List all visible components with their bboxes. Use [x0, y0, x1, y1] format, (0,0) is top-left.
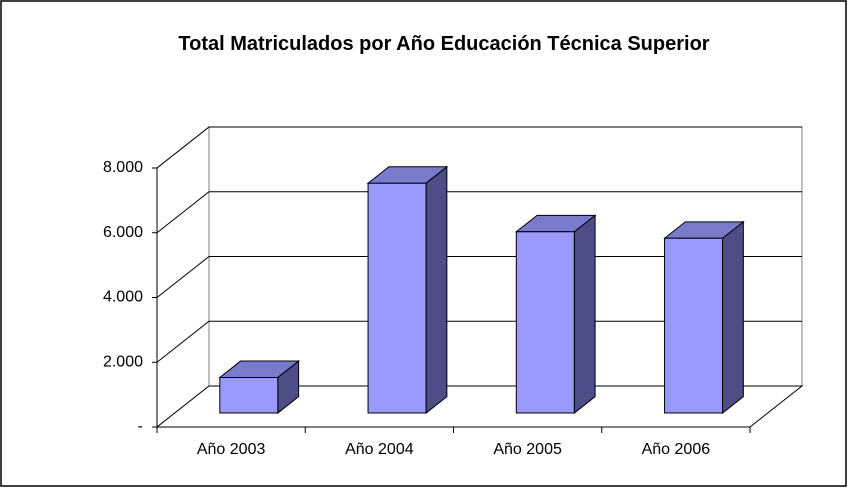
bar-front — [219, 376, 279, 414]
grid-line — [156, 320, 802, 363]
bar-side — [425, 165, 448, 415]
bar — [366, 165, 449, 415]
bar — [514, 214, 597, 415]
y-tick-label: 2.000 — [103, 353, 143, 370]
grid-line — [156, 126, 802, 169]
bar-front — [664, 237, 724, 414]
x-tick-label: Año 2004 — [345, 441, 414, 458]
x-tick-label: Año 2006 — [642, 441, 711, 458]
y-tick-label: - — [138, 418, 143, 435]
x-tick-label: Año 2003 — [197, 441, 266, 458]
grid-line — [156, 256, 802, 298]
bar-side — [573, 214, 596, 415]
bar-front — [367, 182, 427, 414]
bar — [218, 360, 301, 415]
bar-side — [722, 220, 744, 415]
bar — [663, 220, 745, 415]
y-tick-label: 8.000 — [103, 159, 143, 176]
bar-front — [515, 231, 575, 414]
y-tick-label: 6.000 — [103, 224, 143, 241]
grid-line — [156, 191, 802, 234]
x-tick-label: Año 2005 — [493, 441, 562, 458]
chart-title: Total Matriculados por Año Educación Téc… — [178, 33, 710, 55]
y-tick-label: 4.000 — [103, 289, 143, 306]
